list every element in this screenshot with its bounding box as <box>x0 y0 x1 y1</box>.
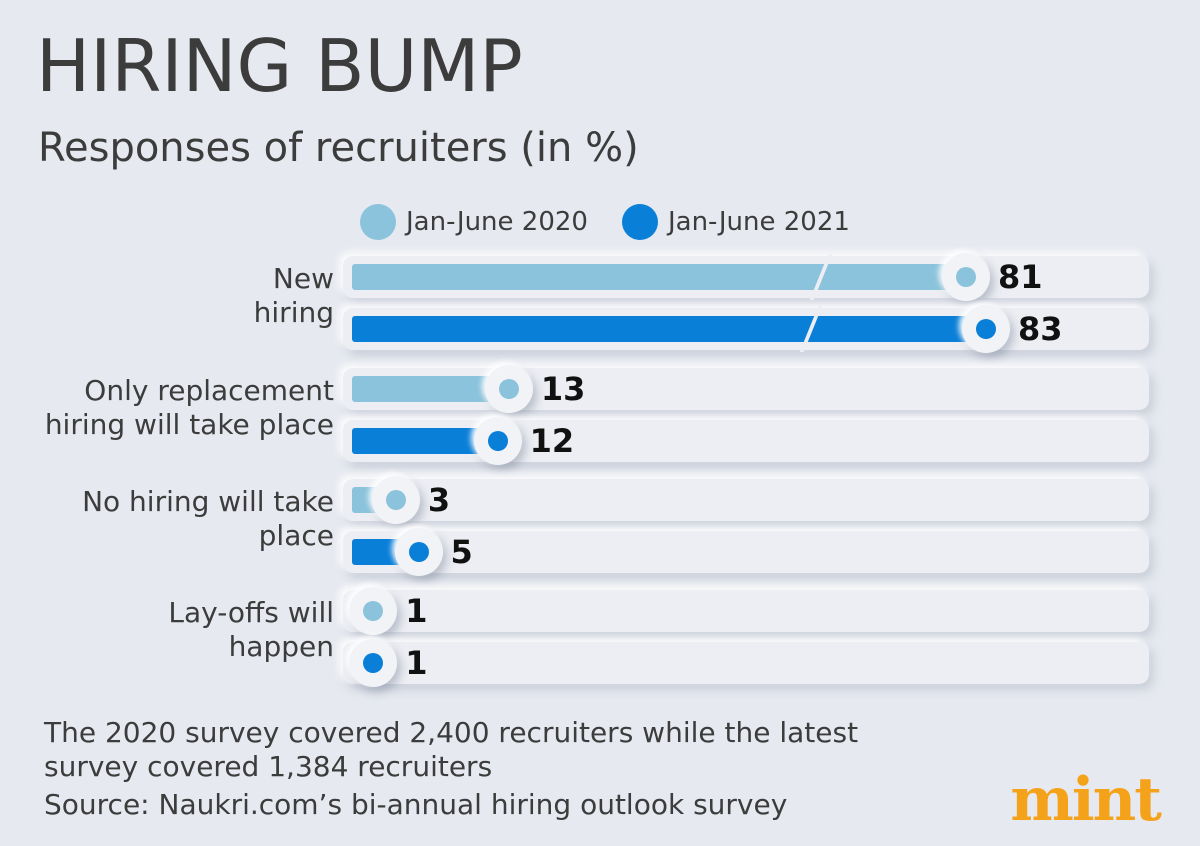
category-label: New hiring <box>254 262 334 330</box>
mint-logo: mint <box>1010 765 1162 835</box>
data-label: 81 <box>998 258 1043 296</box>
legend-item-2021: Jan-June 2021 <box>621 204 850 240</box>
bar-end-dot <box>363 601 384 621</box>
bar-end-marker <box>394 528 443 576</box>
bar-track: 12 <box>343 417 1149 465</box>
category-label-line: No hiring will take <box>82 485 334 518</box>
bar-track: 3 <box>343 476 1149 524</box>
bar <box>352 428 498 454</box>
survey-note-line-2: survey covered 1,384 recruiters <box>44 750 493 783</box>
category-label: Lay-offs will happen <box>168 596 334 664</box>
bar-end-marker <box>349 639 398 687</box>
legend-label-2020: Jan-June 2020 <box>406 207 588 237</box>
bar <box>352 264 966 290</box>
legend-item-2020: Jan-June 2020 <box>360 204 588 240</box>
category-label: Only replacement hiring will take place <box>45 374 334 442</box>
bar-end-marker <box>942 253 990 301</box>
category-label-line: hiring will take place <box>44 408 334 441</box>
bar-end-marker <box>371 476 420 524</box>
bar-end-marker <box>484 365 533 413</box>
category-label-line: Lay-offs will <box>168 596 334 629</box>
bar-end-marker <box>473 417 522 465</box>
bar-end-marker <box>349 587 398 635</box>
category-label-line: Only replacement <box>84 374 334 407</box>
category-label-line: hiring <box>253 296 334 329</box>
legend-label-2021: Jan-June 2021 <box>667 207 850 237</box>
data-label: 12 <box>529 422 575 460</box>
data-label: 3 <box>427 481 451 519</box>
bar-track: 81 <box>343 253 1149 301</box>
data-label: 1 <box>405 592 428 630</box>
category-label-line: happen <box>228 630 334 663</box>
chart-subtitle: Responses of recruiters (in %) <box>38 125 639 171</box>
bar-end-dot <box>363 653 384 673</box>
bar-end-dot <box>385 490 406 510</box>
data-label: 83 <box>1018 310 1063 348</box>
survey-note: The 2020 survey covered 2,400 recruiters… <box>44 716 858 784</box>
bar-track: 5 <box>343 528 1149 576</box>
chart-title: HIRING BUMP <box>36 24 523 108</box>
data-label: 5 <box>450 533 473 571</box>
bar <box>352 376 509 402</box>
bar-end-marker <box>962 305 1010 353</box>
source-note: Source: Naukri.com’s bi-annual hiring ou… <box>44 788 788 821</box>
legend-swatch-2020 <box>360 204 396 240</box>
bar-end-dot <box>498 379 519 399</box>
bar-end-dot <box>956 267 976 287</box>
category-label: No hiring will take place <box>82 485 334 553</box>
bar-track: 83 <box>343 305 1149 353</box>
legend: Jan-June 2020 Jan-June 2021 <box>360 202 884 242</box>
bar-end-dot <box>408 542 429 562</box>
legend-swatch-2021 <box>621 204 658 240</box>
bar <box>352 316 986 342</box>
survey-note-line-1: The 2020 survey covered 2,400 recruiters… <box>44 716 859 749</box>
category-label-line: place <box>258 519 334 552</box>
bar-track: 13 <box>343 365 1149 413</box>
bar-end-dot <box>976 319 996 339</box>
data-label: 1 <box>405 644 428 682</box>
bar-track: 1 <box>343 587 1149 635</box>
bar-track: 1 <box>343 639 1149 687</box>
data-label: 13 <box>540 370 586 408</box>
bar-end-dot <box>487 431 508 451</box>
category-label-line: New <box>272 262 334 295</box>
